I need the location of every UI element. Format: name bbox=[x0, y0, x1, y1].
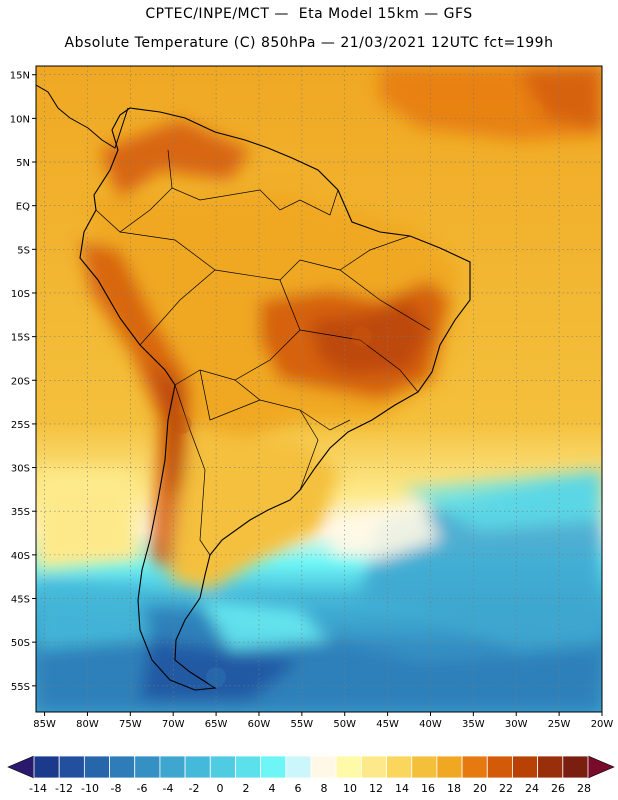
colorbar-label: 18 bbox=[447, 782, 461, 795]
colorbar-label: -6 bbox=[137, 782, 148, 795]
lon-label: 35W bbox=[462, 719, 485, 730]
lon-label: 45W bbox=[376, 719, 399, 730]
lon-label: 25W bbox=[548, 719, 571, 730]
zone-patagonia-cold bbox=[206, 667, 227, 688]
lat-label: 10N bbox=[10, 114, 30, 125]
colorbar-swatch bbox=[235, 755, 262, 779]
colorbar-swatch bbox=[335, 755, 362, 779]
lat-label: 10S bbox=[11, 289, 30, 300]
lon-label: 40W bbox=[419, 719, 442, 730]
colorbar-swatch bbox=[486, 755, 513, 779]
colorbar-label: -14 bbox=[29, 782, 47, 795]
colorbar-swatch bbox=[58, 755, 85, 779]
colorbar-swatch bbox=[537, 755, 564, 779]
colorbar-swatch bbox=[184, 755, 211, 779]
lat-label: 5S bbox=[17, 245, 30, 256]
colorbar-swatch bbox=[159, 755, 186, 779]
lon-label: 65W bbox=[205, 719, 228, 730]
lat-label: 15S bbox=[11, 333, 30, 344]
colorbar-swatch bbox=[33, 755, 60, 779]
zone-amazon bbox=[266, 239, 287, 260]
colorbar-low-arrow bbox=[7, 755, 35, 779]
colorbar-swatch bbox=[209, 755, 236, 779]
colorbar-label: 8 bbox=[321, 782, 328, 795]
colorbar-swatch bbox=[461, 755, 488, 779]
lat-label: EQ bbox=[16, 202, 30, 213]
colorbar-label: 24 bbox=[525, 782, 539, 795]
lat-label: 30S bbox=[11, 464, 30, 475]
colorbar-swatch bbox=[109, 755, 136, 779]
colorbar-label: 20 bbox=[473, 782, 487, 795]
lat-label: 25S bbox=[11, 420, 30, 431]
colorbar-label: -8 bbox=[111, 782, 122, 795]
colorbar-label: 16 bbox=[421, 782, 435, 795]
lat-label: 55S bbox=[11, 682, 30, 693]
zone-spots bbox=[171, 99, 544, 688]
colorbar-swatch bbox=[83, 755, 110, 779]
colorbar-label: 28 bbox=[577, 782, 591, 795]
colorbar-label: 2 bbox=[243, 782, 250, 795]
lon-label: 75W bbox=[119, 719, 142, 730]
lon-label: 80W bbox=[76, 719, 99, 730]
colorbar-label: 14 bbox=[395, 782, 409, 795]
south-america-coastline bbox=[79, 107, 471, 691]
title-line-2: Absolute Temperature (C) 850hPa — 21/03/… bbox=[64, 35, 554, 51]
temperature-field bbox=[36, 66, 602, 712]
colorbar-swatch bbox=[436, 755, 463, 779]
lat-label: 20S bbox=[11, 376, 30, 387]
colorbar-label: 6 bbox=[295, 782, 302, 795]
lon-label: 20W bbox=[591, 719, 614, 730]
colorbar-label: 22 bbox=[499, 782, 513, 795]
colorbar-label: 4 bbox=[269, 782, 276, 795]
longitude-labels: 85W 80W 75W 70W 65W 60W 55W 50W 45W 40W 35W 30W 25W 2… bbox=[33, 712, 613, 730]
colorbar-swatch bbox=[360, 755, 387, 779]
colorbar-swatch bbox=[134, 755, 161, 779]
colorbar-high-arrow bbox=[587, 755, 615, 779]
latitude-labels: 15N 10N 5N EQ 5S 10S 15S 20S 25S 30S 35S 40S 45S 50S 5… bbox=[10, 71, 36, 693]
lon-label: 30W bbox=[505, 719, 528, 730]
map-frame bbox=[35, 65, 603, 713]
zone-central-brazil-hot bbox=[351, 326, 372, 347]
lon-label: 50W bbox=[333, 719, 356, 730]
lat-label: 5N bbox=[16, 158, 30, 169]
lon-label: 70W bbox=[162, 719, 185, 730]
colorbar-swatch bbox=[562, 755, 589, 779]
lon-label: 60W bbox=[248, 719, 271, 730]
zone-south-atlantic-cold bbox=[463, 614, 484, 635]
colorbar-swatch bbox=[512, 755, 539, 779]
lat-label: 35S bbox=[11, 507, 30, 518]
title-line-1: CPTEC/INPE/MCT — Eta Model 15km — GFS bbox=[145, 6, 473, 22]
lat-label: 50S bbox=[11, 638, 30, 649]
lon-label: 85W bbox=[33, 719, 56, 730]
colorbar-swatch bbox=[411, 755, 438, 779]
colorbar-swatch bbox=[386, 755, 413, 779]
zone-north-atlantic-warm bbox=[523, 99, 544, 120]
lat-label: 40S bbox=[11, 551, 30, 562]
colorbar-label: 0 bbox=[217, 782, 224, 795]
colorbar-label: -2 bbox=[189, 782, 200, 795]
zone-andes-hot bbox=[171, 413, 192, 434]
colorbar-label: 26 bbox=[551, 782, 565, 795]
colorbar: -14 -12 -10 -8 -6 -4 -2 0 2 4 6 8 10 12 14 16 18 20 22 24 26… bbox=[7, 755, 615, 795]
lon-label: 55W bbox=[291, 719, 314, 730]
colorbar-label: 10 bbox=[343, 782, 357, 795]
colorbar-swatch bbox=[310, 755, 337, 779]
colorbar-label: -10 bbox=[81, 782, 99, 795]
country-borders bbox=[95, 149, 431, 556]
colorbar-swatch bbox=[260, 755, 287, 779]
central-america-coastline bbox=[36, 84, 129, 149]
colorbar-label: 12 bbox=[369, 782, 383, 795]
lat-label: 15N bbox=[10, 71, 30, 82]
colorbar-swatch bbox=[285, 755, 312, 779]
colorbar-label: -12 bbox=[55, 782, 73, 795]
colorbar-label: -4 bbox=[163, 782, 174, 795]
lat-label: 45S bbox=[11, 595, 30, 606]
